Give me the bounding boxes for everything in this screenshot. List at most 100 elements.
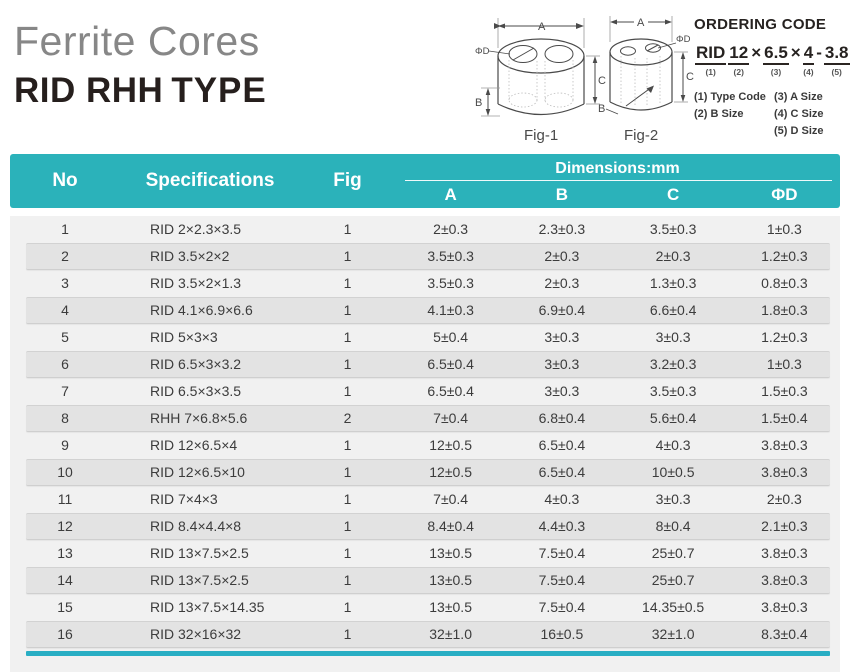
cell-specification: RID 13×7.5×2.5 [150, 572, 249, 588]
cell-dim-a: 5±0.4 [433, 329, 469, 345]
cell-dim-d: 1.2±0.3 [761, 248, 808, 264]
cell-no: 15 [57, 599, 73, 615]
cell-no: 9 [61, 437, 69, 453]
cell-dim-c: 6.6±0.4 [649, 302, 697, 318]
cell-no: 10 [57, 464, 73, 480]
cell-dim-b: 7.5±0.4 [538, 599, 586, 615]
ordering-code-separator: - [816, 43, 822, 62]
cell-dim-c: 3.5±0.3 [649, 383, 697, 399]
fig2-dim-c-label: C [686, 71, 694, 83]
cell-dim-c: 10±0.5 [651, 464, 695, 480]
cell-no: 8 [61, 410, 69, 426]
table-body: 1 RID 2×2.3×3.5 1 2±0.3 2.3±0.3 3.5±0.3 1±0.3 2… [10, 216, 840, 672]
table-bottom-accent-bar [26, 651, 830, 656]
table-row: 3 RID 3.5×2×1.3 1 3.5±0.3 2±0.3 1.3±0.3 0.8±0.… [10, 270, 840, 297]
ordering-code-marker: (1) [705, 67, 716, 77]
figure-2-drawing: A ΦD C [596, 4, 696, 146]
cell-dim-c: 1.3±0.3 [649, 275, 697, 291]
ordering-code-marker: (2) [733, 67, 744, 77]
cell-dim-b: 7.5±0.4 [538, 545, 586, 561]
ordering-code-part: RID (1) [695, 43, 727, 77]
cell-dim-b: 6.5±0.4 [538, 464, 586, 480]
cell-specification: RID 3.5×2×2 [150, 248, 230, 264]
cell-dim-c: 3±0.3 [655, 329, 691, 345]
cell-no: 5 [61, 329, 69, 345]
cell-dim-a: 3.5±0.3 [427, 248, 474, 264]
ordering-code-block: ORDERING CODE RID (1) 12 (2) × 6.5 (3) × 4 (4) -3.… [694, 16, 850, 140]
cell-dim-a: 13±0.5 [429, 572, 472, 588]
cell-dim-b: 2±0.3 [544, 275, 580, 291]
cell-no: 11 [57, 491, 73, 507]
subtitle-type: TYPE [171, 71, 267, 110]
ordering-code-marker: (4) [803, 67, 814, 77]
cell-dim-c: 32±1.0 [651, 626, 695, 642]
cell-specification: RID 32×16×32 [150, 626, 242, 642]
cell-fig: 2 [343, 410, 352, 426]
table-row: 11 RID 7×4×3 1 7±0.4 4±0.3 3±0.3 2±0.3 [10, 486, 840, 513]
ordering-legend-item: (5) D Size [774, 125, 824, 137]
cell-dim-b: 3±0.3 [544, 383, 580, 399]
column-header-dimensions-group: Dimensions:mm A B C ΦD [395, 154, 840, 208]
ordering-legend-item: (1) Type Code [694, 91, 766, 103]
cell-dim-d: 3.8±0.3 [761, 437, 808, 453]
ordering-legend-item: (4) C Size [774, 108, 824, 120]
cell-dim-b: 6.8±0.4 [538, 410, 586, 426]
cell-fig: 1 [343, 464, 352, 480]
cell-dim-a: 12±0.5 [429, 464, 472, 480]
ordering-code-part: 3.8 (5) [823, 43, 850, 77]
cell-dim-a: 4.1±0.3 [427, 302, 474, 318]
cell-dim-b: 4.4±0.3 [538, 518, 586, 534]
cell-specification: RID 3.5×2×1.3 [150, 275, 242, 291]
cell-dim-d: 3.8±0.3 [761, 599, 808, 615]
cell-fig: 1 [343, 518, 352, 534]
cell-dim-a: 7±0.4 [433, 491, 469, 507]
page-subtitle: RID RHH TYPE [14, 72, 267, 110]
cell-dim-d: 3.8±0.3 [761, 464, 808, 480]
ordering-legend: (1) Type Code (2) B Size (3) A Size (4) C … [694, 89, 846, 140]
cell-dim-a: 13±0.5 [429, 545, 472, 561]
cell-dim-b: 6.5±0.4 [538, 437, 586, 453]
cell-dim-c: 8±0.4 [655, 518, 691, 534]
cell-specification: RID 7×4×3 [150, 491, 218, 507]
cell-dim-c: 3.2±0.3 [649, 356, 697, 372]
cell-dim-c: 25±0.7 [651, 572, 695, 588]
cell-specification: RHH 7×6.8×5.6 [150, 410, 248, 426]
cell-fig: 1 [343, 248, 352, 264]
fig1-dim-c-label: C [598, 75, 606, 87]
cell-dim-b: 16±0.5 [540, 626, 584, 642]
cell-fig: 1 [343, 383, 352, 399]
cell-dim-d: 1.5±0.3 [761, 383, 808, 399]
column-header-b: B [555, 184, 569, 204]
fig1-dim-a-label: A [538, 21, 546, 33]
cell-dim-d: 2.1±0.3 [761, 518, 808, 534]
cell-dim-a: 8.4±0.4 [427, 518, 474, 534]
table-row: 9 RID 12×6.5×4 1 12±0.5 6.5±0.4 4±0.3 3.8±0.3 [10, 432, 840, 459]
ordering-code-part: 6.5 (3) [763, 43, 789, 77]
column-header-no: No [52, 170, 78, 191]
cell-specification: RID 8.4×4.4×8 [150, 518, 242, 534]
table-row: 1 RID 2×2.3×3.5 1 2±0.3 2.3±0.3 3.5±0.3 1±0.3 [10, 216, 840, 243]
ordering-legend-item: (2) B Size [694, 108, 744, 120]
fig2-dim-a-label: A [637, 17, 645, 29]
ordering-code: RID (1) 12 (2) × 6.5 (3) × 4 (4) -3.8 (5) [694, 43, 850, 77]
cell-dim-b: 2.3±0.3 [538, 221, 586, 237]
column-header-fig: Fig [333, 170, 362, 191]
cell-dim-d: 0.8±0.3 [761, 275, 808, 291]
cell-no: 7 [61, 383, 69, 399]
cell-dim-d: 3.8±0.3 [761, 545, 808, 561]
cell-dim-c: 14.35±0.5 [642, 599, 705, 615]
cell-dim-d: 3.8±0.3 [761, 572, 808, 588]
table-row: 7 RID 6.5×3×3.5 1 6.5±0.4 3±0.3 3.5±0.3 1.5±0.… [10, 378, 840, 405]
cell-dim-d: 1±0.3 [766, 221, 802, 237]
dimensions-subheaders: A B C ΦD [395, 181, 840, 208]
cell-dim-a: 7±0.4 [433, 410, 469, 426]
ordering-code-part: 12 (2) [728, 43, 750, 77]
cell-dim-c: 5.6±0.4 [649, 410, 697, 426]
column-header-a: A [444, 184, 457, 204]
cell-dim-b: 4±0.3 [544, 491, 580, 507]
cell-specification: RID 2×2.3×3.5 [150, 221, 242, 237]
figure-1-drawing: A ΦD C [474, 4, 606, 146]
cell-dim-a: 6.5±0.4 [427, 383, 474, 399]
cell-no: 12 [57, 518, 73, 534]
